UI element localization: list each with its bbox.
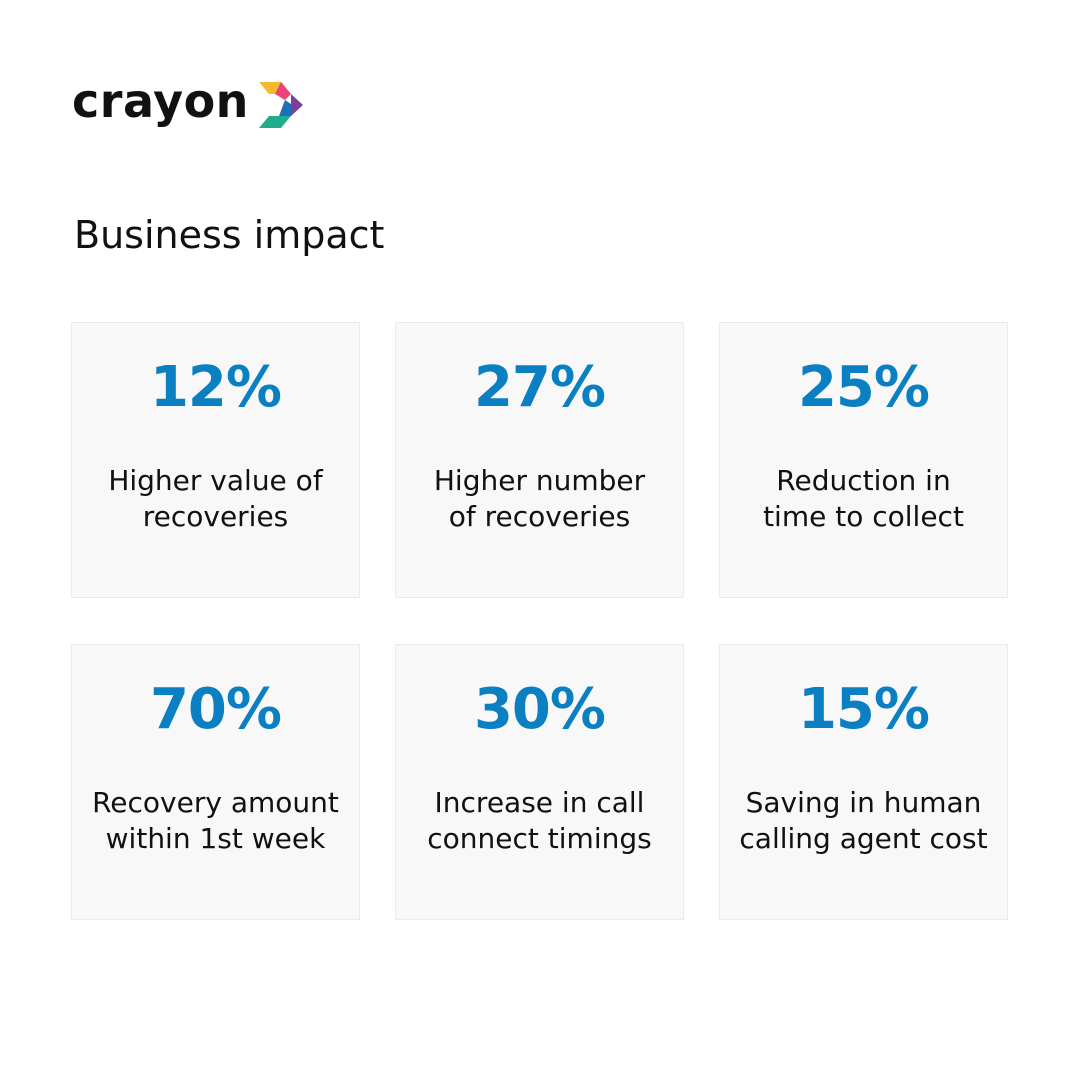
stat-card: 12% Higher value of recoveries (71, 322, 360, 598)
logo-segment-pink (274, 82, 291, 100)
stat-label-line: time to collect (763, 500, 964, 533)
stat-value: 30% (473, 677, 606, 742)
stat-value: 25% (797, 355, 930, 420)
page-title: Business impact (74, 213, 385, 257)
crayon-logo: crayon (72, 74, 305, 132)
stat-label: Saving in human calling agent cost (728, 785, 999, 857)
stat-label-line: Recovery amount (92, 786, 339, 819)
stats-grid: 12% Higher value of recoveries 27% Highe… (71, 322, 1008, 920)
stat-value: 12% (149, 355, 282, 420)
stat-label: Recovery amount within 1st week (80, 785, 351, 857)
stat-label: Higher number of recoveries (404, 463, 675, 535)
stat-label-line: Reduction in (776, 464, 951, 497)
logo-segment-green (258, 116, 291, 128)
stat-label-line: of recoveries (448, 500, 631, 533)
stat-label-line: Saving in human (745, 786, 982, 819)
stat-label-line: Higher number (433, 464, 646, 497)
brand-name: crayon (72, 74, 249, 128)
stat-card: 70% Recovery amount within 1st week (71, 644, 360, 920)
stat-value: 70% (149, 677, 282, 742)
crayon-arrow-icon (258, 82, 303, 128)
stat-value: 27% (473, 355, 606, 420)
stat-label: Reduction in time to collect (728, 463, 999, 535)
stat-card: 15% Saving in human calling agent cost (719, 644, 1008, 920)
stat-card: 27% Higher number of recoveries (395, 322, 684, 598)
stat-label-line: Increase in call (434, 786, 645, 819)
stat-label-line: within 1st week (105, 822, 326, 855)
stat-label: Increase in call connect timings (404, 785, 675, 857)
stat-label-line: Higher value of (108, 464, 323, 497)
stat-label-line: calling agent cost (739, 822, 988, 855)
stat-label-line: connect timings (427, 822, 652, 855)
stat-label: Higher value of recoveries (80, 463, 351, 535)
stat-label-line: recoveries (142, 500, 289, 533)
logo-segment-blue (278, 100, 291, 116)
stat-value: 15% (797, 677, 930, 742)
stat-card: 30% Increase in call connect timings (395, 644, 684, 920)
stat-card: 25% Reduction in time to collect (719, 322, 1008, 598)
